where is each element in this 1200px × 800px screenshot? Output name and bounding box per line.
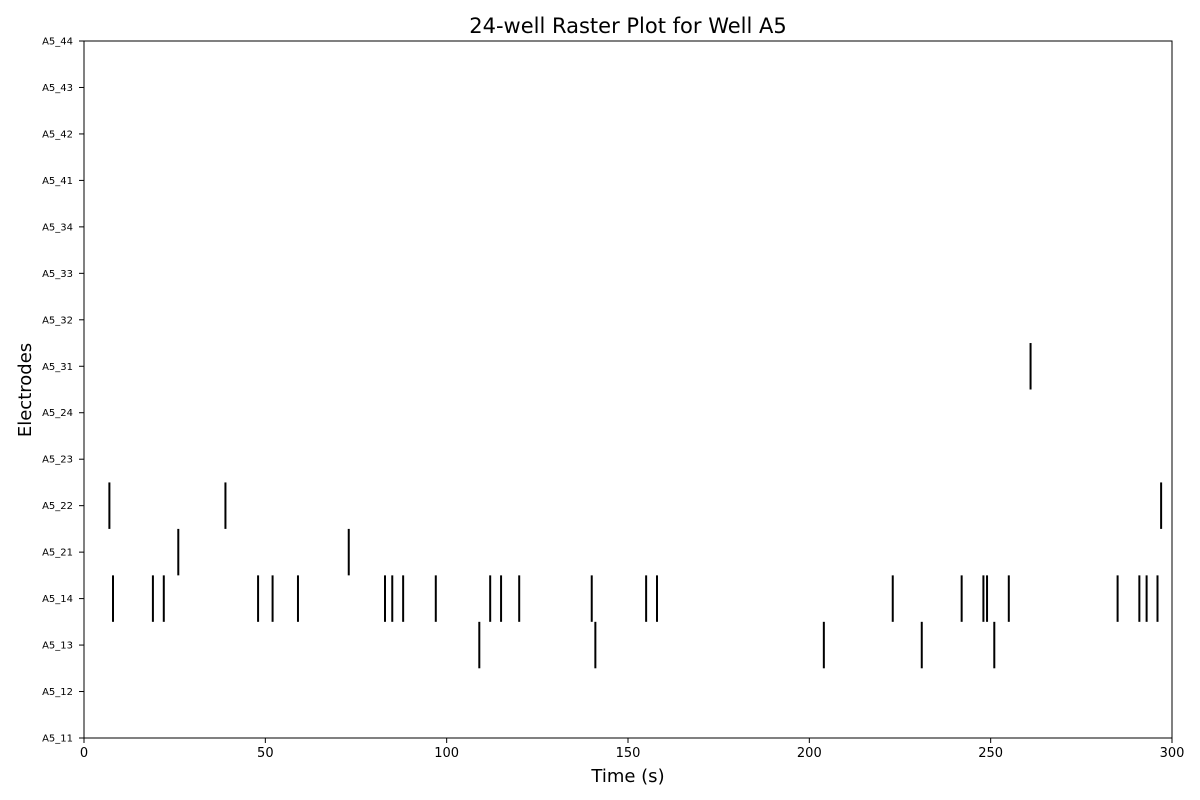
x-tick-label: 50 xyxy=(257,746,274,761)
y-tick-label: A5_22 xyxy=(42,501,73,512)
y-tick-label: A5_11 xyxy=(42,734,73,745)
x-axis-label: Time (s) xyxy=(590,766,664,787)
x-tick-label: 0 xyxy=(80,746,88,761)
y-tick-label: A5_24 xyxy=(42,408,73,419)
y-tick-label: A5_23 xyxy=(42,455,73,466)
y-tick-label: A5_34 xyxy=(42,222,73,233)
chart-title: 24-well Raster Plot for Well A5 xyxy=(469,14,786,38)
y-tick-label: A5_32 xyxy=(42,315,73,326)
axis-ticks: 0 50 100 150 200 250 300 A5_11 A5_12 A5_13 A5_14 A5… xyxy=(42,37,1184,762)
x-tick-label: 300 xyxy=(1160,746,1185,761)
x-tick-label: 150 xyxy=(616,746,641,761)
y-tick-label: A5_41 xyxy=(42,176,73,187)
y-axis-label: Electrodes xyxy=(15,343,36,437)
y-tick-label: A5_14 xyxy=(42,594,73,605)
y-tick-label: A5_44 xyxy=(42,37,73,48)
spike-marks xyxy=(108,343,1163,669)
y-tick-label: A5_21 xyxy=(42,548,73,559)
y-tick-label: A5_12 xyxy=(42,687,73,698)
y-tick-label: A5_31 xyxy=(42,362,73,373)
y-tick-label: A5_43 xyxy=(42,83,73,94)
y-tick-label: A5_13 xyxy=(42,641,73,652)
x-tick-label: 250 xyxy=(978,746,1003,761)
y-tick-label: A5_33 xyxy=(42,269,73,280)
x-tick-label: 100 xyxy=(434,746,459,761)
plot-frame xyxy=(83,40,1173,739)
x-tick-label: 200 xyxy=(797,746,822,761)
y-tick-label: A5_42 xyxy=(42,129,73,140)
